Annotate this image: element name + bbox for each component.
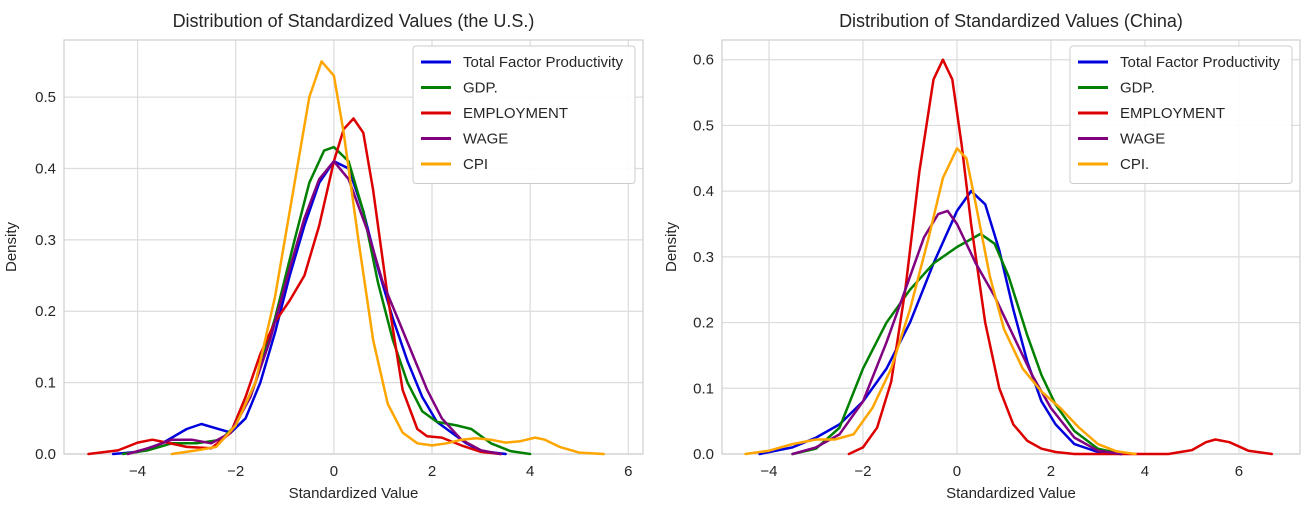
y-tick-label: 0.2: [693, 315, 714, 332]
x-tick-label: 6: [624, 463, 632, 480]
y-tick-label: 0.0: [693, 446, 714, 463]
x-tick-label: −4: [129, 463, 146, 480]
x-tick-label: 4: [1141, 463, 1149, 480]
plot-frame: [63, 39, 644, 455]
legend-box: [1069, 45, 1293, 184]
legend-label: GDP.: [1120, 80, 1155, 97]
legend-label: Total Factor Productivity: [463, 54, 624, 71]
legend-label: CPI: [463, 156, 488, 173]
plot-frame: [721, 39, 1301, 455]
series-line-5: [170, 60, 605, 456]
x-tick-label: −2: [227, 463, 244, 480]
legend-label: Total Factor Productivity: [1120, 54, 1281, 71]
y-tick-label: 0.6: [693, 52, 714, 69]
series-line-5: [744, 147, 1137, 456]
chart-panel-2: −4 −2 0 2 4 6 0.0 0.1 0.2 0.3 0.4 0.5 0.6 Distributio…: [663, 11, 1301, 502]
x-tick-label: 0: [330, 463, 338, 480]
x-tick-label: 0: [953, 463, 961, 480]
x-axis-title: Standardized Value: [946, 485, 1076, 502]
series-line-4: [126, 160, 502, 456]
legend-label: CPI.: [1120, 156, 1149, 173]
y-tick-label: 0.4: [35, 160, 56, 177]
legend-box: [412, 45, 636, 184]
chart-panel-1: −4 −2 0 2 4 6 0.0 0.1 0.2 0.3 0.4 0.5 Distribution o…: [3, 11, 644, 502]
series-line-3: [847, 58, 1274, 456]
x-tick-label: −4: [760, 463, 777, 480]
legend-label: WAGE: [1120, 131, 1165, 148]
legend: Total Factor Productivity GDP. EMPLOYMENT W…: [412, 45, 636, 184]
y-tick-label: 0.1: [35, 375, 56, 392]
y-axis-title: Density: [3, 221, 20, 272]
chart-title: Distribution of Standardized Values (Chi…: [839, 11, 1183, 31]
legend-label: GDP.: [463, 80, 498, 97]
y-tick-label: 0.3: [35, 232, 56, 249]
x-tick-label: 4: [526, 463, 534, 480]
y-tick-label: 0.3: [693, 249, 714, 266]
series-line-4: [791, 209, 1123, 456]
x-tick-label: 2: [428, 463, 436, 480]
legend-label: EMPLOYMENT: [463, 105, 568, 122]
y-tick-label: 0.5: [693, 117, 714, 134]
chart-title: Distribution of Standardized Values (the…: [173, 11, 535, 31]
x-tick-label: 2: [1047, 463, 1055, 480]
legend-label: EMPLOYMENT: [1120, 105, 1225, 122]
legend: Total Factor Productivity GDP. EMPLOYMENT W…: [1069, 45, 1293, 184]
y-tick-label: 0.1: [693, 380, 714, 397]
series-line-3: [87, 117, 502, 456]
y-tick-label: 0.5: [35, 89, 56, 106]
legend-label: WAGE: [463, 131, 508, 148]
y-tick-label: 0.0: [35, 446, 56, 463]
x-axis-title: Standardized Value: [289, 485, 419, 502]
x-tick-label: 6: [1235, 463, 1243, 480]
x-tick-label: −2: [854, 463, 871, 480]
y-tick-label: 0.2: [35, 303, 56, 320]
y-axis-title: Density: [663, 221, 680, 272]
y-tick-label: 0.4: [693, 183, 714, 200]
